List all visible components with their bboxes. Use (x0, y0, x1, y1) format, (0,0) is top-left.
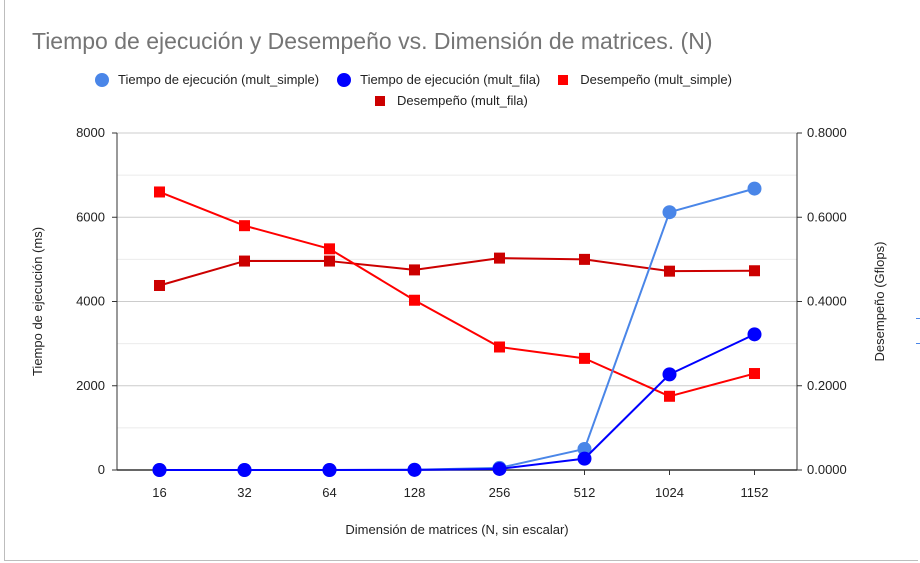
y-right-tick-label: 0.6000 (807, 209, 847, 224)
series-line (159, 257, 755, 287)
data-point-square (749, 368, 760, 380)
data-point-square (409, 294, 420, 306)
data-point-circle (152, 463, 167, 477)
chart-frame (4, 0, 918, 561)
data-point-circle (492, 461, 507, 476)
data-point-square (239, 255, 250, 267)
y-axis-left-title: Tiempo de ejecución (ms) (30, 227, 45, 376)
data-point-circle (407, 462, 422, 477)
legend-marker-square-icon (558, 74, 569, 85)
y-left-tick-label: 0 (98, 462, 105, 477)
data-point-square (494, 252, 505, 264)
x-tick-label: 256 (489, 485, 511, 500)
data-point-circle (662, 367, 677, 382)
x-tick-label: 32 (237, 485, 251, 500)
legend-item-simple-perf[interactable]: Desempeño (mult_simple) (558, 72, 732, 87)
legend-item-fila-perf[interactable]: Desempeño (mult_fila) (375, 93, 528, 108)
y-right-tick-label: 0.0000 (807, 462, 847, 477)
legend-row-2: Desempeño (mult_fila) (375, 93, 546, 108)
data-point-square (494, 341, 505, 353)
y-left-tick-label: 6000 (76, 209, 105, 224)
data-point-circle (577, 451, 592, 466)
x-tick-label: 128 (404, 485, 426, 500)
x-tick-label: 1024 (655, 485, 684, 500)
data-point-circle (747, 181, 762, 196)
edge-fragment (916, 318, 920, 344)
x-tick-label: 64 (322, 485, 336, 500)
legend-item-simple-time[interactable]: Tiempo de ejecución (mult_simple) (95, 72, 319, 87)
legend-marker-circle-icon (337, 72, 352, 87)
data-point-square (154, 186, 165, 198)
y-axis-right-title: Desempeño (Gflops) (872, 242, 887, 362)
data-point-circle (662, 205, 677, 220)
series-line (159, 333, 755, 471)
legend-row-1: Tiempo de ejecución (mult_simple) Tiempo… (95, 72, 750, 87)
data-point-square (324, 255, 335, 267)
data-point-square (154, 279, 165, 291)
data-point-square (664, 390, 675, 402)
legend-item-fila-time[interactable]: Tiempo de ejecución (mult_fila) (337, 72, 540, 87)
data-point-square (749, 265, 760, 277)
y-left-tick-label: 8000 (76, 125, 105, 140)
chart-title: Tiempo de ejecución y Desempeño vs. Dime… (32, 28, 713, 54)
y-right-tick-label: 0.2000 (807, 378, 847, 393)
y-right-tick-label: 0.8000 (807, 125, 847, 140)
y-left-tick-label: 4000 (76, 294, 105, 309)
series-line (159, 191, 755, 398)
data-point-circle (322, 463, 337, 477)
x-axis-title: Dimensión de matrices (N, sin escalar) (345, 522, 568, 537)
data-point-square (579, 352, 590, 364)
legend-label: Tiempo de ejecución (mult_simple) (118, 72, 320, 87)
y-right-tick-label: 0.4000 (807, 294, 847, 309)
legend-marker-circle-icon (95, 72, 109, 87)
data-point-circle (237, 463, 252, 477)
data-point-square (324, 243, 335, 255)
data-point-circle (747, 327, 762, 342)
x-tick-label: 1152 (741, 485, 769, 500)
y-left-tick-label: 2000 (76, 378, 105, 393)
x-tick-label: 16 (152, 485, 166, 500)
data-point-square (239, 220, 250, 232)
legend-label: Tiempo de ejecución (mult_fila) (360, 72, 541, 87)
legend-marker-square-icon (375, 95, 385, 106)
data-point-circle (577, 441, 592, 456)
data-point-square (579, 253, 590, 265)
legend-label: Desempeño (mult_fila) (397, 93, 528, 108)
data-point-square (664, 265, 675, 277)
legend-label: Desempeño (mult_simple) (580, 72, 732, 87)
data-point-square (409, 264, 420, 276)
x-tick-label: 512 (574, 485, 596, 500)
